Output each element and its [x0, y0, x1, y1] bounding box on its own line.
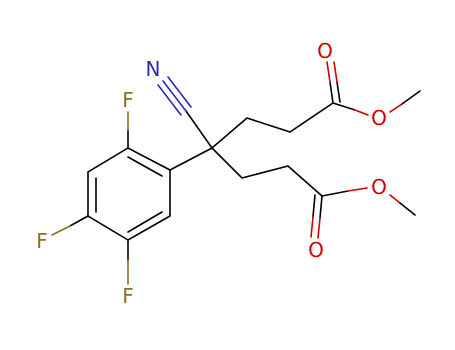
atom-label: F — [122, 284, 134, 308]
double-bond — [310, 216, 321, 239]
atom-label: O — [371, 106, 387, 130]
bond — [389, 194, 401, 204]
atom-label: F — [36, 229, 48, 253]
bond — [399, 202, 416, 216]
bonds — [51, 61, 421, 285]
bond — [211, 147, 323, 197]
bond — [312, 194, 323, 219]
bond — [347, 187, 368, 192]
atom-label: O — [371, 175, 387, 199]
bond — [69, 215, 89, 227]
bond — [211, 102, 334, 149]
bond — [169, 147, 213, 171]
atom-label: N — [146, 57, 161, 81]
atom-label: O — [317, 39, 333, 63]
bond — [389, 103, 403, 113]
bond — [332, 102, 356, 111]
bond — [185, 110, 213, 149]
bond — [354, 109, 369, 116]
atom-label: F — [122, 88, 134, 112]
bond — [401, 90, 421, 105]
bond — [321, 190, 349, 197]
bond — [51, 225, 71, 236]
triple-bond — [157, 76, 192, 116]
bond — [329, 81, 341, 104]
double-bond — [326, 61, 338, 83]
ring-double-bonds — [95, 156, 163, 233]
atom-label: O — [308, 238, 324, 262]
ring — [87, 147, 171, 241]
